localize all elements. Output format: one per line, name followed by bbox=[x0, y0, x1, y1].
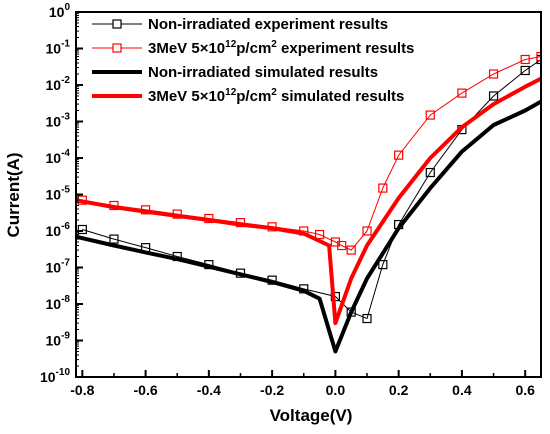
data-point bbox=[425, 110, 435, 120]
data-point bbox=[77, 224, 87, 235]
data-point bbox=[425, 167, 435, 178]
x-tick-label: 0.2 bbox=[389, 382, 409, 398]
data-point bbox=[362, 226, 372, 236]
data-point bbox=[488, 69, 499, 79]
x-tick-label: 0.4 bbox=[452, 382, 472, 398]
legend-label: Non-irradiated experiment results bbox=[148, 16, 388, 33]
y-tick-label: 10-8 bbox=[46, 294, 71, 312]
data-point bbox=[520, 54, 530, 65]
data-point bbox=[314, 229, 325, 240]
y-tick-label: 10-3 bbox=[46, 112, 71, 130]
x-axis-title: Voltage(V) bbox=[270, 406, 353, 425]
x-tick-label: -0.4 bbox=[197, 382, 221, 398]
data-point bbox=[536, 51, 541, 62]
legend-label: 3MeV 5×1012p/cm2 simulated results bbox=[148, 87, 404, 105]
y-tick-label: 10-5 bbox=[46, 185, 71, 203]
data-point bbox=[488, 91, 499, 101]
series-line bbox=[76, 76, 541, 326]
data-point bbox=[346, 245, 356, 255]
legend: Non-irradiated experiment results 3MeV 5×… bbox=[92, 16, 414, 105]
x-tick-label: 0.0 bbox=[326, 382, 346, 398]
data-point bbox=[109, 234, 119, 244]
x-tick-label: 0.6 bbox=[515, 382, 535, 398]
y-tick-label: 10-2 bbox=[46, 75, 71, 93]
y-tick-label: 10-9 bbox=[46, 331, 71, 349]
y-tick-label: 10-4 bbox=[46, 148, 71, 166]
y-tick-label: 100 bbox=[49, 2, 71, 20]
data-point bbox=[394, 150, 404, 160]
data-point bbox=[378, 260, 388, 270]
y-tick-label: 10-1 bbox=[46, 39, 71, 57]
data-point bbox=[520, 65, 530, 76]
y-tick-label: 10-7 bbox=[46, 258, 71, 276]
series-line bbox=[76, 99, 541, 354]
x-tick-label: -0.6 bbox=[134, 382, 158, 398]
legend-label: Non-irradiated simulated results bbox=[148, 64, 378, 81]
x-tick-label: -0.8 bbox=[70, 382, 94, 398]
legend-label: 3MeV 5×1012p/cm2 experiment results bbox=[148, 39, 414, 57]
data-point bbox=[337, 240, 347, 251]
data-point bbox=[378, 183, 388, 193]
x-tick-label: -0.2 bbox=[260, 382, 284, 398]
y-axis-title: Current(A) bbox=[4, 153, 23, 238]
data-point bbox=[457, 88, 467, 98]
legend-marker-swatch bbox=[112, 19, 122, 29]
series-connector bbox=[82, 56, 541, 251]
y-tick-label: 10-10 bbox=[40, 367, 70, 385]
legend-marker-swatch bbox=[112, 43, 122, 53]
data-point bbox=[362, 313, 372, 324]
y-tick-label: 10-6 bbox=[46, 221, 71, 239]
